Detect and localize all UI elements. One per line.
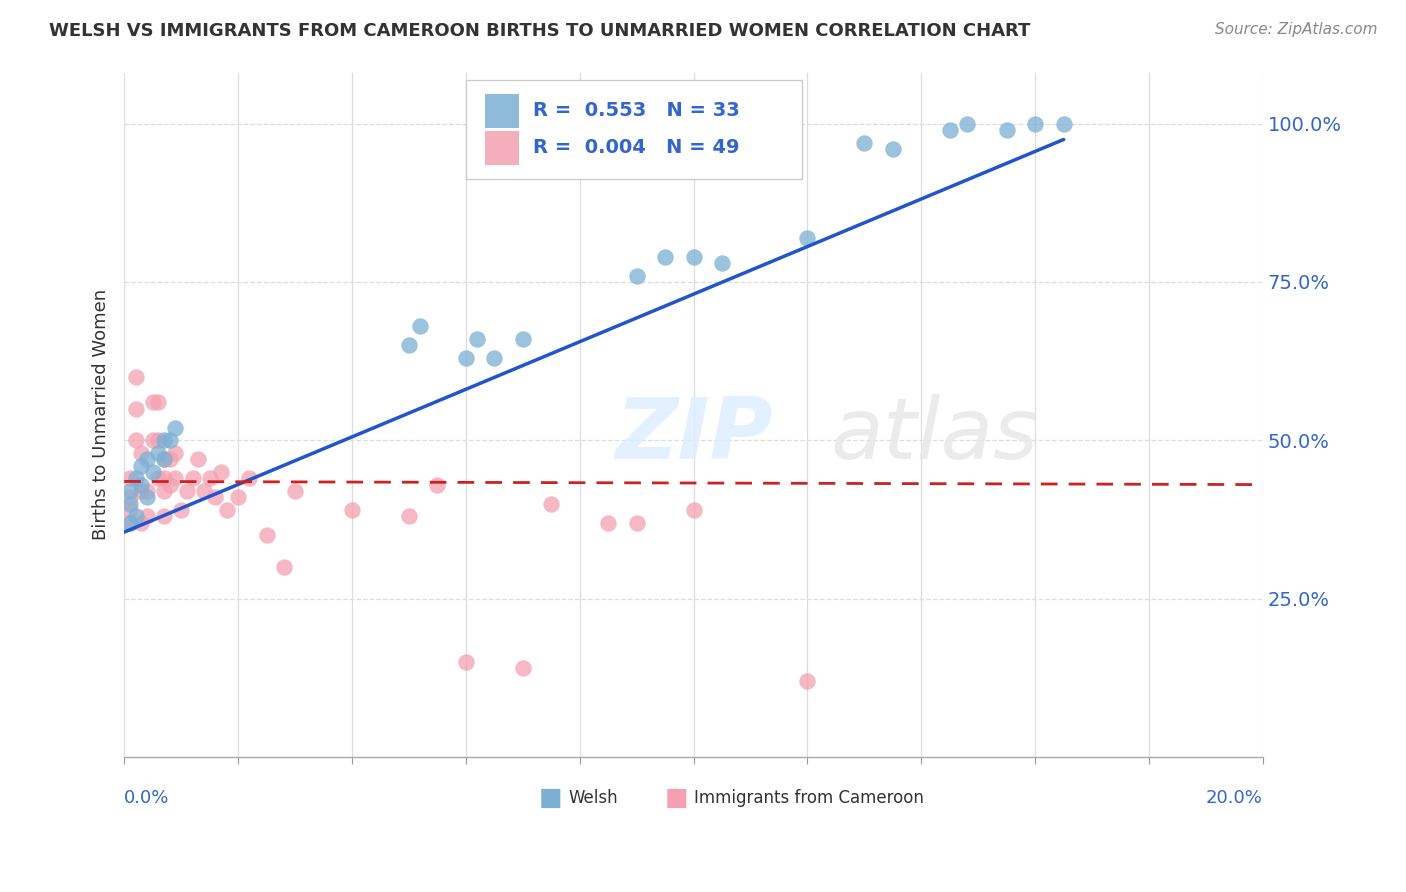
Point bbox=[136, 490, 159, 504]
Point bbox=[711, 256, 734, 270]
Point bbox=[118, 497, 141, 511]
Point bbox=[540, 497, 562, 511]
Point bbox=[142, 434, 165, 448]
Point bbox=[256, 528, 278, 542]
FancyBboxPatch shape bbox=[485, 131, 519, 165]
Point bbox=[682, 250, 704, 264]
Text: 0.0%: 0.0% bbox=[124, 789, 170, 807]
Text: ZIP: ZIP bbox=[614, 394, 772, 477]
Point bbox=[340, 503, 363, 517]
Text: 20.0%: 20.0% bbox=[1206, 789, 1263, 807]
Point bbox=[153, 509, 176, 524]
Point bbox=[170, 503, 193, 517]
Point bbox=[193, 483, 215, 498]
Point bbox=[148, 434, 170, 448]
Point bbox=[153, 452, 176, 467]
Point bbox=[187, 452, 209, 467]
Point bbox=[512, 332, 534, 346]
Point bbox=[142, 395, 165, 409]
Point bbox=[1053, 117, 1076, 131]
Text: Source: ZipAtlas.com: Source: ZipAtlas.com bbox=[1215, 22, 1378, 37]
Text: ■: ■ bbox=[538, 786, 562, 810]
Point bbox=[142, 465, 165, 479]
Point bbox=[129, 446, 152, 460]
Point bbox=[153, 471, 176, 485]
FancyBboxPatch shape bbox=[485, 94, 519, 128]
Point bbox=[124, 471, 146, 485]
Point bbox=[465, 332, 488, 346]
Point bbox=[148, 395, 170, 409]
Point bbox=[956, 117, 979, 131]
Point bbox=[238, 471, 260, 485]
Point bbox=[129, 458, 152, 473]
Point bbox=[124, 509, 146, 524]
Point bbox=[129, 516, 152, 530]
Point bbox=[409, 319, 432, 334]
Point bbox=[215, 503, 238, 517]
Point bbox=[165, 471, 187, 485]
Point bbox=[124, 434, 146, 448]
Point bbox=[129, 477, 152, 491]
Point bbox=[796, 673, 818, 688]
Point bbox=[124, 401, 146, 416]
Point bbox=[598, 516, 620, 530]
Point bbox=[626, 516, 648, 530]
Point bbox=[512, 661, 534, 675]
Text: R =  0.553   N = 33: R = 0.553 N = 33 bbox=[533, 102, 740, 120]
Point bbox=[124, 370, 146, 384]
Text: R =  0.004   N = 49: R = 0.004 N = 49 bbox=[533, 138, 740, 157]
Point bbox=[398, 509, 420, 524]
Point bbox=[204, 490, 226, 504]
Point bbox=[626, 268, 648, 283]
Point bbox=[995, 123, 1018, 137]
Point bbox=[226, 490, 249, 504]
Point bbox=[148, 471, 170, 485]
Point bbox=[159, 477, 181, 491]
Point bbox=[165, 420, 187, 434]
Point bbox=[153, 452, 176, 467]
Point bbox=[148, 446, 170, 460]
Point bbox=[273, 560, 295, 574]
Point bbox=[939, 123, 962, 137]
Text: WELSH VS IMMIGRANTS FROM CAMEROON BIRTHS TO UNMARRIED WOMEN CORRELATION CHART: WELSH VS IMMIGRANTS FROM CAMEROON BIRTHS… bbox=[49, 22, 1031, 40]
Point bbox=[682, 503, 704, 517]
Point bbox=[198, 471, 221, 485]
Point bbox=[129, 483, 152, 498]
Text: atlas: atlas bbox=[830, 394, 1038, 477]
Point bbox=[796, 230, 818, 244]
Point bbox=[118, 483, 141, 498]
Point bbox=[118, 516, 141, 530]
Point bbox=[284, 483, 307, 498]
Text: Immigrants from Cameroon: Immigrants from Cameroon bbox=[693, 789, 924, 807]
Y-axis label: Births to Unmarried Women: Births to Unmarried Women bbox=[93, 289, 110, 541]
Point bbox=[159, 434, 181, 448]
Text: ■: ■ bbox=[664, 786, 688, 810]
Point bbox=[136, 452, 159, 467]
Point bbox=[118, 471, 141, 485]
Point bbox=[454, 655, 477, 669]
Point bbox=[118, 503, 141, 517]
Point bbox=[181, 471, 204, 485]
Point bbox=[136, 509, 159, 524]
Point bbox=[1024, 117, 1046, 131]
Point bbox=[484, 351, 506, 365]
Point bbox=[853, 136, 876, 150]
Point bbox=[176, 483, 198, 498]
Point bbox=[153, 483, 176, 498]
Point bbox=[118, 516, 141, 530]
Point bbox=[118, 490, 141, 504]
Point bbox=[454, 351, 477, 365]
Point bbox=[153, 434, 176, 448]
Point bbox=[426, 477, 449, 491]
Text: Welsh: Welsh bbox=[568, 789, 619, 807]
FancyBboxPatch shape bbox=[465, 79, 801, 179]
Point bbox=[136, 483, 159, 498]
Point bbox=[165, 446, 187, 460]
Point bbox=[654, 250, 676, 264]
Point bbox=[159, 452, 181, 467]
Point bbox=[209, 465, 232, 479]
Point bbox=[882, 142, 904, 156]
Point bbox=[398, 338, 420, 352]
